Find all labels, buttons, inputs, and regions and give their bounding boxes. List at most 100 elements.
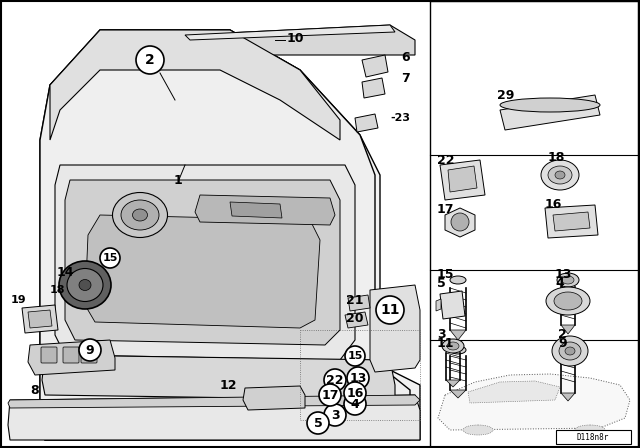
Circle shape xyxy=(376,296,404,324)
Text: 15: 15 xyxy=(102,253,118,263)
Ellipse shape xyxy=(541,160,579,190)
Text: 19: 19 xyxy=(10,295,26,305)
FancyBboxPatch shape xyxy=(63,347,79,363)
Text: -23: -23 xyxy=(390,113,410,123)
Circle shape xyxy=(347,367,369,389)
Text: 12: 12 xyxy=(220,379,237,392)
Text: 5: 5 xyxy=(314,417,323,430)
Polygon shape xyxy=(561,393,575,401)
Text: 11: 11 xyxy=(380,303,400,317)
Text: 9: 9 xyxy=(86,344,94,357)
Polygon shape xyxy=(362,55,388,77)
Ellipse shape xyxy=(132,209,147,221)
Text: 14: 14 xyxy=(56,266,74,279)
Polygon shape xyxy=(440,160,485,200)
Circle shape xyxy=(345,346,365,366)
Ellipse shape xyxy=(500,98,600,112)
Polygon shape xyxy=(175,25,415,55)
Polygon shape xyxy=(50,30,340,140)
Polygon shape xyxy=(355,114,378,132)
Polygon shape xyxy=(450,390,466,398)
Text: 18: 18 xyxy=(548,151,565,164)
Circle shape xyxy=(307,412,329,434)
Text: 2: 2 xyxy=(145,53,155,67)
Text: 8: 8 xyxy=(31,383,39,396)
Ellipse shape xyxy=(554,292,582,310)
Polygon shape xyxy=(40,30,410,440)
Text: 22: 22 xyxy=(326,374,344,387)
Text: 3: 3 xyxy=(331,409,339,422)
Text: 17: 17 xyxy=(321,388,339,401)
Ellipse shape xyxy=(113,193,168,237)
Polygon shape xyxy=(22,305,58,333)
Polygon shape xyxy=(450,330,466,340)
Text: 4: 4 xyxy=(555,276,564,289)
FancyBboxPatch shape xyxy=(81,347,97,363)
Circle shape xyxy=(451,213,469,231)
Polygon shape xyxy=(28,310,52,328)
Polygon shape xyxy=(500,95,600,130)
Text: 13: 13 xyxy=(349,371,367,384)
Circle shape xyxy=(344,382,366,404)
Circle shape xyxy=(319,384,341,406)
Ellipse shape xyxy=(575,425,605,435)
Circle shape xyxy=(324,404,346,426)
Polygon shape xyxy=(446,380,460,387)
Ellipse shape xyxy=(67,268,103,302)
Text: 15: 15 xyxy=(348,351,363,361)
Text: 20: 20 xyxy=(346,311,364,324)
Polygon shape xyxy=(553,212,590,231)
Polygon shape xyxy=(8,395,420,440)
Ellipse shape xyxy=(565,347,575,355)
Text: D118n8r: D118n8r xyxy=(577,432,609,441)
Polygon shape xyxy=(28,340,115,375)
Ellipse shape xyxy=(121,200,159,230)
Text: 11: 11 xyxy=(437,336,454,349)
Ellipse shape xyxy=(463,425,493,435)
Text: 3: 3 xyxy=(437,327,445,340)
Polygon shape xyxy=(561,325,575,334)
Ellipse shape xyxy=(442,339,464,353)
Polygon shape xyxy=(445,208,475,237)
Polygon shape xyxy=(40,30,420,440)
Text: 1: 1 xyxy=(173,173,182,186)
Ellipse shape xyxy=(546,287,590,315)
Polygon shape xyxy=(436,299,441,311)
Polygon shape xyxy=(65,180,340,345)
Ellipse shape xyxy=(562,346,574,354)
FancyBboxPatch shape xyxy=(41,347,57,363)
Ellipse shape xyxy=(450,276,466,284)
Polygon shape xyxy=(438,374,630,430)
Text: 13: 13 xyxy=(555,267,572,280)
Polygon shape xyxy=(545,205,598,238)
Polygon shape xyxy=(243,386,305,410)
Text: 22: 22 xyxy=(437,154,454,167)
Polygon shape xyxy=(230,202,282,218)
Polygon shape xyxy=(8,395,420,408)
Circle shape xyxy=(100,248,120,268)
Ellipse shape xyxy=(79,280,91,290)
Ellipse shape xyxy=(562,276,574,284)
Polygon shape xyxy=(348,295,370,311)
Bar xyxy=(430,1,638,447)
Ellipse shape xyxy=(559,342,581,360)
Text: 6: 6 xyxy=(402,51,410,64)
Text: 7: 7 xyxy=(402,72,410,85)
Ellipse shape xyxy=(548,166,572,184)
Text: 18: 18 xyxy=(49,285,65,295)
Ellipse shape xyxy=(555,171,565,179)
Text: 15: 15 xyxy=(437,267,454,280)
Text: 29: 29 xyxy=(497,89,515,102)
Text: 4: 4 xyxy=(351,397,360,410)
Ellipse shape xyxy=(450,346,466,354)
Ellipse shape xyxy=(557,343,579,357)
Text: 5: 5 xyxy=(437,276,445,289)
Polygon shape xyxy=(185,25,395,40)
Polygon shape xyxy=(55,165,355,360)
Polygon shape xyxy=(85,215,320,328)
Circle shape xyxy=(344,393,366,415)
Polygon shape xyxy=(362,78,385,98)
Ellipse shape xyxy=(552,336,588,366)
Text: 17: 17 xyxy=(437,202,454,215)
Polygon shape xyxy=(468,381,560,403)
